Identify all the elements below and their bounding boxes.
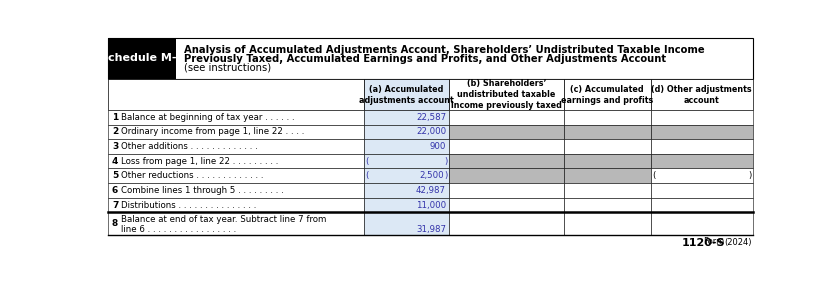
Bar	[364, 110, 449, 125]
Bar	[364, 183, 449, 198]
Bar	[651, 110, 753, 125]
Bar	[449, 110, 564, 125]
Text: (b) Shareholders’
undistributed taxable
income previously taxed: (b) Shareholders’ undistributed taxable …	[451, 79, 562, 110]
Bar	[108, 168, 364, 183]
Bar	[449, 168, 564, 183]
Bar	[651, 168, 753, 183]
Text: 3: 3	[112, 142, 118, 151]
Text: (2024): (2024)	[724, 238, 751, 247]
Bar	[651, 139, 753, 154]
Text: 1: 1	[112, 113, 118, 122]
Text: 22,000: 22,000	[416, 127, 446, 136]
Bar	[564, 154, 651, 168]
Text: Schedule M-2: Schedule M-2	[100, 53, 184, 63]
Bar	[449, 125, 564, 139]
Bar	[651, 79, 753, 110]
Bar	[564, 79, 651, 110]
Text: Distributions . . . . . . . . . . . . . . .: Distributions . . . . . . . . . . . . . …	[121, 201, 257, 210]
Bar	[651, 198, 753, 212]
Bar	[364, 212, 449, 235]
Text: 7: 7	[112, 201, 118, 210]
Text: (d) Other adjustments
account: (d) Other adjustments account	[652, 84, 752, 105]
Text: Ordinary income from page 1, line 22 . . . .: Ordinary income from page 1, line 22 . .…	[121, 127, 305, 136]
Text: Other additions . . . . . . . . . . . . .: Other additions . . . . . . . . . . . . …	[121, 142, 258, 151]
Bar	[564, 110, 651, 125]
Bar	[449, 212, 564, 235]
Text: Previously Taxed, Accumulated Earnings and Profits, and Other Adjustments Accoun: Previously Taxed, Accumulated Earnings a…	[184, 54, 666, 64]
Text: ): )	[444, 157, 448, 166]
Text: (c) Accumulated
earnings and profits: (c) Accumulated earnings and profits	[561, 84, 654, 105]
Bar	[108, 198, 364, 212]
Text: Balance at beginning of tax year . . . . . .: Balance at beginning of tax year . . . .…	[121, 113, 295, 122]
Text: 31,987: 31,987	[416, 225, 446, 234]
Text: 22,587: 22,587	[416, 113, 446, 122]
Bar	[449, 154, 564, 168]
Text: 6: 6	[112, 186, 118, 195]
Bar	[651, 212, 753, 235]
Bar	[364, 168, 449, 183]
Bar	[108, 79, 364, 110]
Bar	[364, 198, 449, 212]
Bar	[564, 198, 651, 212]
Bar	[564, 125, 651, 139]
Bar	[449, 198, 564, 212]
Text: 5: 5	[112, 171, 118, 180]
Text: Balance at end of tax year. Subtract line 7 from: Balance at end of tax year. Subtract lin…	[121, 216, 327, 224]
Text: (see instructions): (see instructions)	[184, 63, 271, 73]
Text: 2,500: 2,500	[420, 171, 444, 180]
Bar	[564, 139, 651, 154]
Text: 8: 8	[112, 219, 118, 228]
Text: 1120-S: 1120-S	[681, 238, 725, 248]
Text: (a) Accumulated
adjustments account: (a) Accumulated adjustments account	[360, 84, 454, 105]
Text: 11,000: 11,000	[416, 201, 446, 210]
Text: line 6 . . . . . . . . . . . . . . . . .: line 6 . . . . . . . . . . . . . . . . .	[121, 225, 237, 235]
Bar	[108, 154, 364, 168]
Text: Analysis of Accumulated Adjustments Account, Shareholders’ Undistributed Taxable: Analysis of Accumulated Adjustments Acco…	[184, 44, 705, 54]
Text: Other reductions . . . . . . . . . . . . .: Other reductions . . . . . . . . . . . .…	[121, 171, 264, 180]
Bar	[108, 38, 753, 79]
Text: 2: 2	[112, 127, 118, 136]
Text: 4: 4	[112, 157, 118, 166]
Bar	[449, 183, 564, 198]
Bar	[564, 183, 651, 198]
Bar	[364, 125, 449, 139]
Bar	[364, 79, 449, 110]
Text: Form: Form	[703, 237, 724, 246]
Bar	[651, 154, 753, 168]
Bar	[651, 183, 753, 198]
Text: 900: 900	[429, 142, 446, 151]
Text: Loss from page 1, line 22 . . . . . . . . .: Loss from page 1, line 22 . . . . . . . …	[121, 157, 279, 166]
Bar	[449, 79, 564, 110]
Bar	[651, 125, 753, 139]
Text: Combine lines 1 through 5 . . . . . . . . .: Combine lines 1 through 5 . . . . . . . …	[121, 186, 284, 195]
Bar	[449, 139, 564, 154]
Text: ): )	[444, 171, 448, 180]
Text: (: (	[365, 157, 369, 166]
Bar	[364, 139, 449, 154]
Bar	[364, 154, 449, 168]
Bar	[108, 125, 364, 139]
Text: ): )	[748, 171, 751, 180]
Text: 42,987: 42,987	[416, 186, 446, 195]
Text: (: (	[365, 171, 369, 180]
Bar	[108, 110, 364, 125]
Bar	[564, 212, 651, 235]
Bar	[564, 168, 651, 183]
Bar	[108, 183, 364, 198]
Bar	[108, 212, 364, 235]
Text: (: (	[652, 171, 655, 180]
Bar	[108, 38, 176, 79]
Bar	[108, 139, 364, 154]
